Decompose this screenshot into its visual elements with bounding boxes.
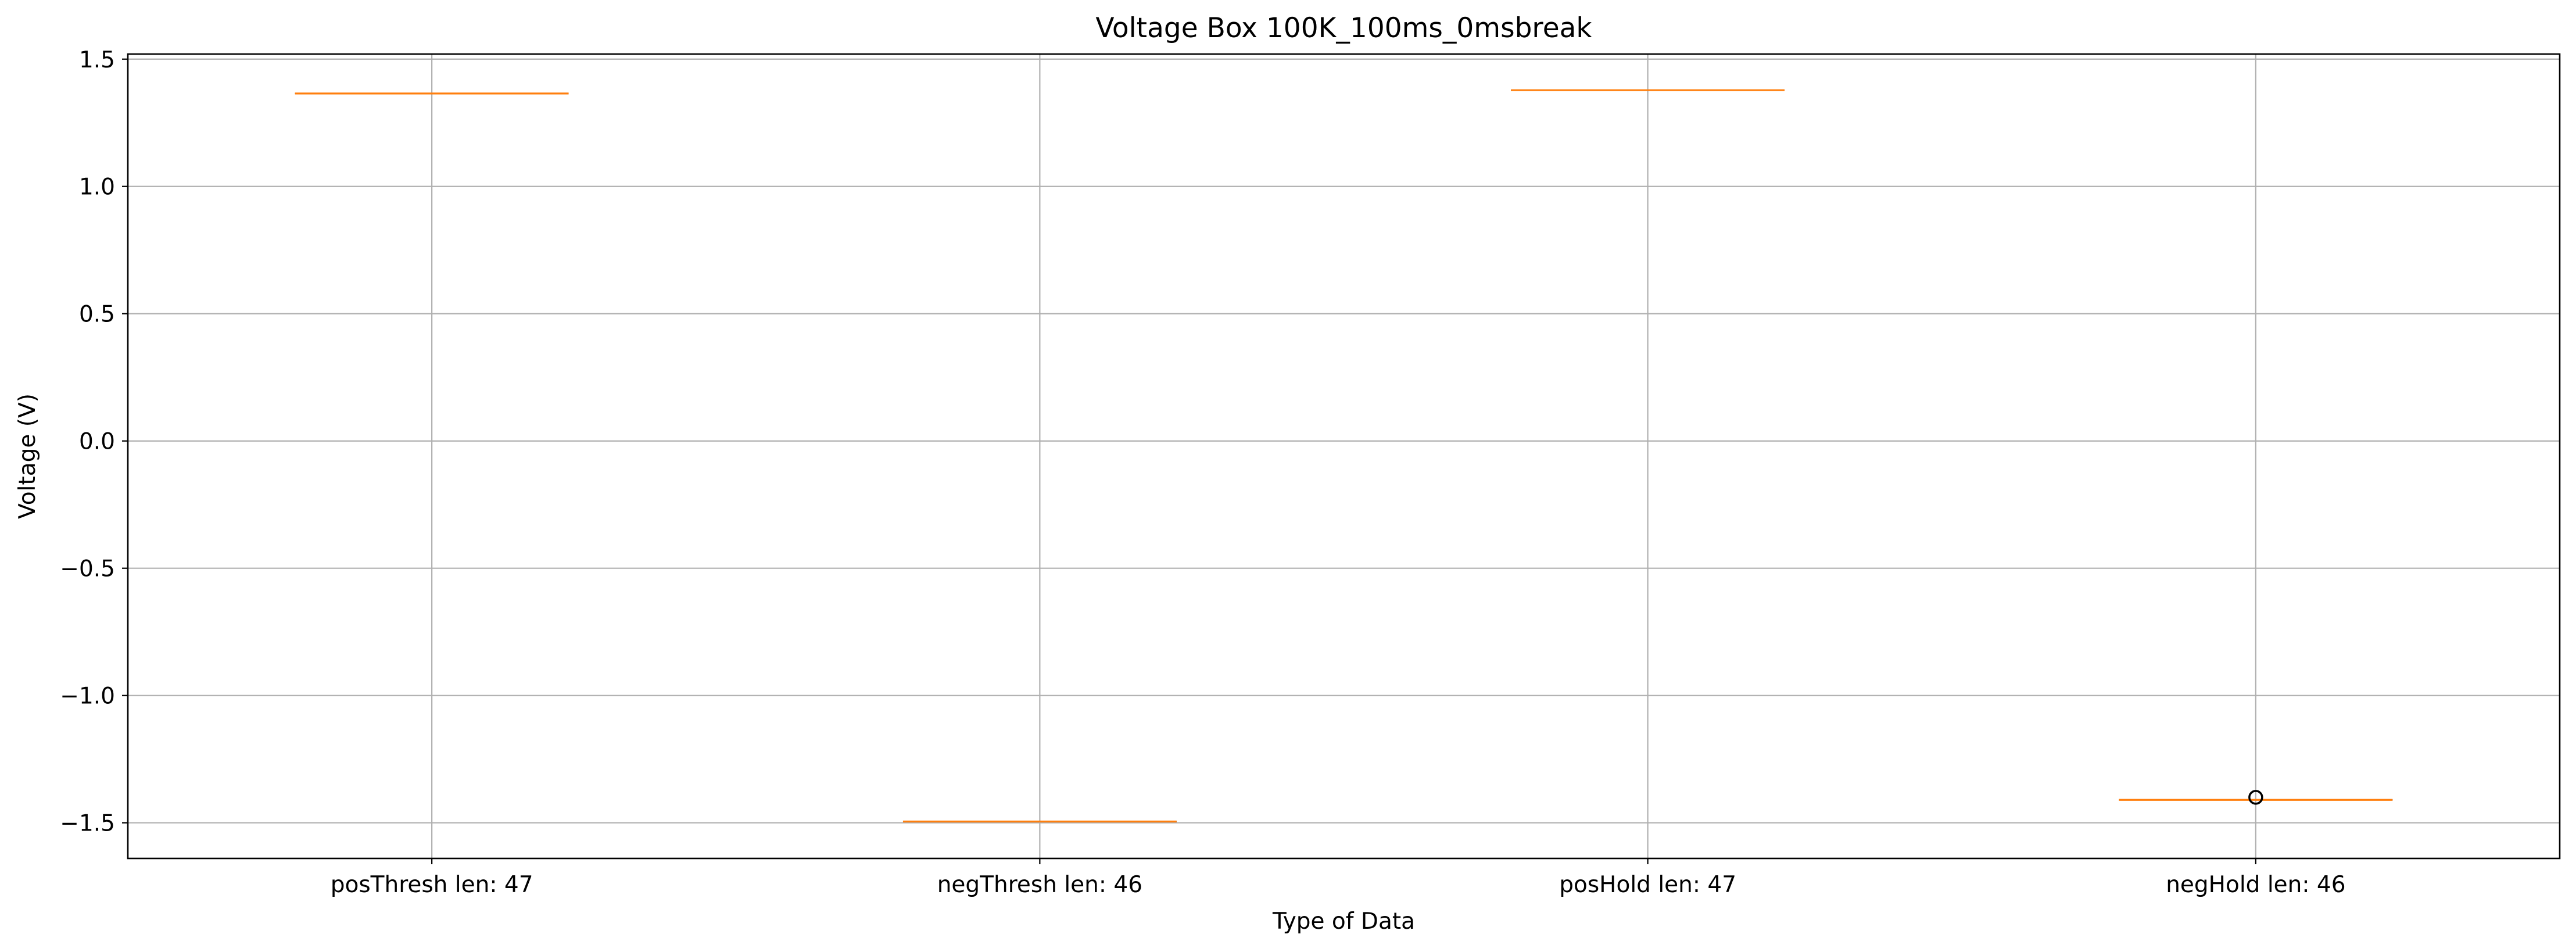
x-tick-label: posThresh len: 47 bbox=[331, 872, 533, 898]
x-axis-title: Type of Data bbox=[1272, 908, 1415, 935]
y-tick-label: 0.0 bbox=[79, 429, 115, 455]
y-tick-label: 0.5 bbox=[79, 302, 115, 328]
y-tick-label: −1.0 bbox=[60, 683, 115, 710]
y-tick-label: −0.5 bbox=[60, 556, 115, 582]
axes-frame bbox=[127, 53, 2561, 860]
x-tick-label: negHold len: 46 bbox=[2166, 872, 2345, 898]
x-tick-label: negThresh len: 46 bbox=[937, 872, 1142, 898]
y-tick-label: 1.0 bbox=[79, 174, 115, 201]
y-axis-title: Voltage (V) bbox=[15, 393, 41, 519]
tick-layer: 1.5 1.0 0.5 0.0 −0.5 −1.0 −1.5 posThresh len: 4… bbox=[60, 47, 2345, 898]
chart-title: Voltage Box 100K_100ms_0msbreak bbox=[1095, 12, 1592, 44]
box-layer bbox=[295, 89, 2393, 823]
y-tick-label: 1.5 bbox=[79, 47, 115, 73]
x-tick-label: posHold len: 47 bbox=[1559, 872, 1736, 898]
outlier-point bbox=[2248, 790, 2263, 805]
y-tick-label: −1.5 bbox=[60, 811, 115, 837]
grid-layer bbox=[128, 54, 2560, 858]
